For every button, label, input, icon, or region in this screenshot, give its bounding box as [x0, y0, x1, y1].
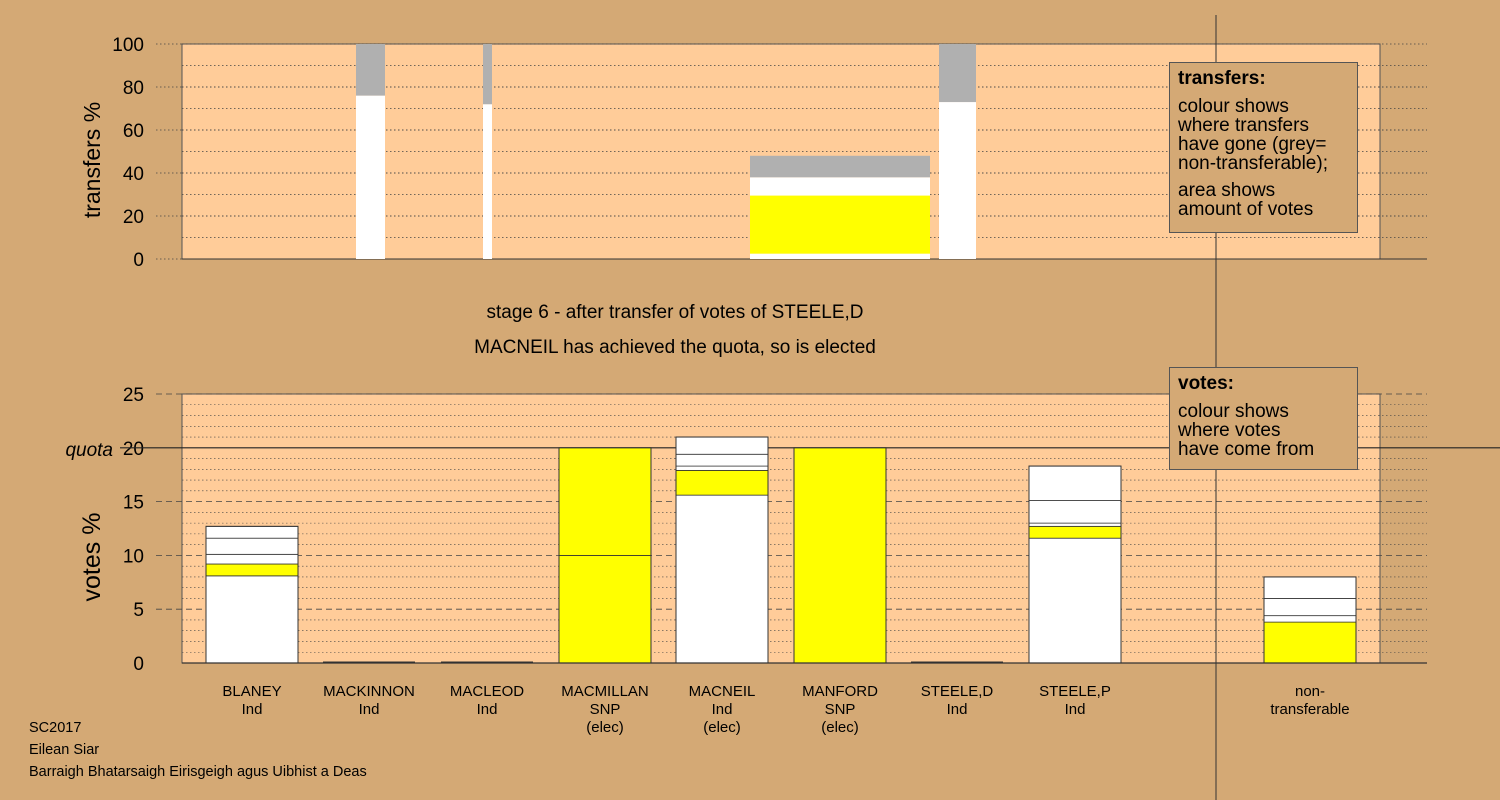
votes-legend-title: votes: — [1178, 373, 1234, 394]
candidate-label: (elec) — [586, 719, 624, 736]
vote-bar-segment — [205, 575, 299, 664]
candidate-label: MACKINNON — [323, 683, 415, 700]
vote-bar-segment — [1263, 621, 1357, 664]
vote-bar-segment — [675, 465, 769, 471]
vote-bar-segment — [558, 447, 652, 556]
votes-axis-label: votes % — [78, 513, 106, 602]
footer-council: Eilean Siar — [29, 742, 100, 758]
candidate-label: transferable — [1270, 701, 1349, 718]
transfers-tick-label: 20 — [123, 207, 144, 228]
candidate-label: MACLEOD — [450, 683, 524, 700]
votes-tick-label: 20 — [123, 439, 144, 460]
votes-tick-label: 15 — [123, 493, 144, 514]
candidate-label: BLANEY — [222, 683, 281, 700]
vote-bar-segment — [675, 453, 769, 467]
vote-bar-segment — [1028, 465, 1122, 501]
transfers-legend-line: have gone (grey= — [1178, 134, 1327, 155]
candidate-label: STEELE,P — [1039, 683, 1111, 700]
votes-plot: 0510152025BLANEYIndMACKINNONIndMACLEODIn… — [120, 385, 1500, 736]
quota-label: quota — [65, 440, 113, 461]
candidate-label: SNP — [590, 701, 621, 718]
transfers-legend-line: area shows — [1178, 180, 1276, 201]
candidate-label: (elec) — [821, 719, 859, 736]
candidate-label: STEELE,D — [921, 683, 994, 700]
vote-bar-segment — [558, 555, 652, 664]
transfers-legend-line: colour shows — [1178, 96, 1289, 117]
vote-bar-segment — [1028, 500, 1122, 524]
vote-bar-segment — [1263, 615, 1357, 623]
footer-ward: Barraigh Bhatarsaigh Eirisgeigh agus Uib… — [29, 764, 367, 780]
transfers-legend-line: non-transferable); — [1178, 153, 1328, 174]
transfers-tick-label: 100 — [112, 35, 144, 56]
elected-caption: MACNEIL has achieved the quota, so is el… — [474, 337, 876, 358]
candidate-label: Ind — [477, 701, 498, 718]
transfer-bar-segment — [750, 155, 930, 178]
votes-legend-line: colour shows — [1178, 401, 1289, 422]
vote-bar-segment — [1028, 522, 1122, 527]
transfers-axis-label: transfers % — [79, 102, 105, 218]
transfers-legend-title: transfers: — [1178, 68, 1266, 89]
candidate-label: Ind — [712, 701, 733, 718]
transfer-bar-segment — [356, 44, 385, 96]
transfer-bar-segment — [483, 104, 492, 259]
transfer-bar-segment — [939, 44, 976, 103]
candidate-label: SNP — [825, 701, 856, 718]
candidate-label: non- — [1295, 683, 1325, 700]
votes-legend-line: have come from — [1178, 439, 1315, 460]
transfer-bar-segment — [750, 177, 930, 196]
votes-tick-label: 5 — [133, 600, 144, 621]
transfers-tick-label: 40 — [123, 164, 144, 185]
vote-bar-segment — [205, 553, 299, 565]
stage-caption: stage 6 - after transfer of votes of STE… — [486, 302, 864, 323]
votes-tick-label: 25 — [123, 385, 144, 406]
transfers-tick-label: 60 — [123, 121, 144, 142]
vote-bar-segment — [793, 447, 887, 664]
vote-bar-segment — [205, 525, 299, 539]
transfers-legend: transfers: colour shows where transfers … — [1169, 62, 1358, 233]
votes-tick-label: 10 — [123, 546, 144, 567]
candidate-label: Ind — [1065, 701, 1086, 718]
votes-legend-line: where votes — [1178, 420, 1281, 441]
vote-bar-segment — [1028, 525, 1122, 539]
transfer-bar-segment — [750, 253, 930, 259]
transfer-bar-segment — [356, 95, 385, 259]
transfers-tick-label: 0 — [133, 250, 144, 271]
vote-bar-segment — [675, 436, 769, 455]
transfer-bar-segment — [483, 44, 492, 105]
transfers-legend-line: amount of votes — [1178, 199, 1314, 220]
transfer-bar-segment — [750, 195, 930, 254]
vote-bar-segment — [1028, 537, 1122, 664]
candidate-label: Ind — [947, 701, 968, 718]
transfers-tick-label: 80 — [123, 78, 144, 99]
transfer-bar-segment — [939, 102, 976, 259]
votes-legend: votes: colour shows where votes have com… — [1169, 367, 1358, 470]
vote-bar-segment — [675, 494, 769, 664]
vote-bar-segment — [1263, 598, 1357, 617]
footer-election: SC2017 — [29, 720, 82, 736]
candidate-label: MACMILLAN — [561, 683, 649, 700]
vote-bar-segment — [205, 537, 299, 555]
vote-bar-segment — [205, 563, 299, 577]
votes-tick-label: 0 — [133, 654, 144, 675]
candidate-label: Ind — [359, 701, 380, 718]
candidate-label: (elec) — [703, 719, 741, 736]
candidate-label: Ind — [242, 701, 263, 718]
vote-bar-segment — [1263, 576, 1357, 599]
candidate-label: MACNEIL — [689, 683, 756, 700]
candidate-label: MANFORD — [802, 683, 878, 700]
vote-bar-segment — [675, 469, 769, 496]
transfers-legend-line: where transfers — [1178, 115, 1309, 136]
